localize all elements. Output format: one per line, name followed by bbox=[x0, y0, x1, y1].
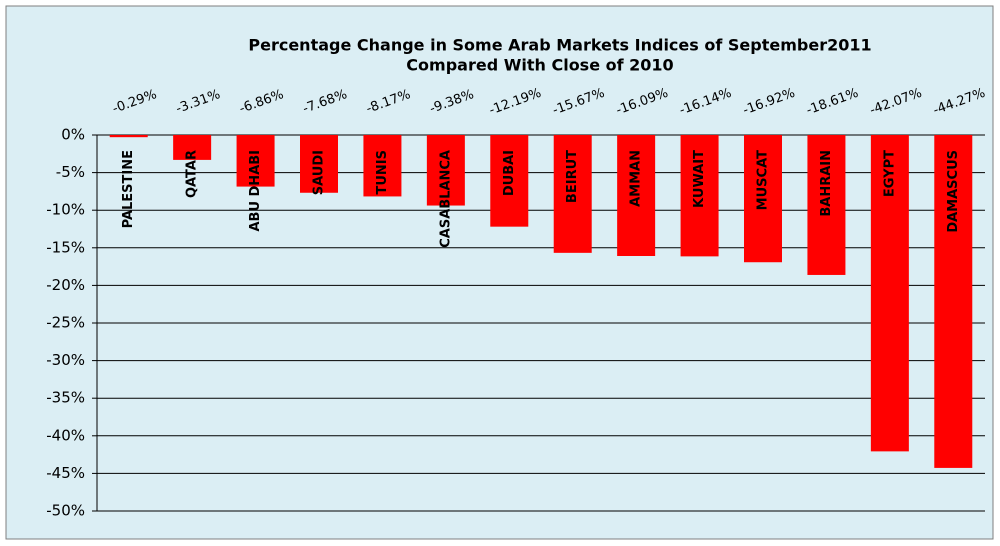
bar bbox=[744, 135, 782, 263]
y-tick-label: -25% bbox=[46, 314, 85, 332]
y-tick-label: -20% bbox=[46, 276, 85, 294]
x-tick-label: DAMASCUS bbox=[946, 150, 961, 233]
x-tick-label: MUSCAT bbox=[756, 150, 771, 210]
bar bbox=[680, 135, 719, 257]
y-tick-label: -45% bbox=[46, 464, 85, 482]
bar bbox=[300, 135, 338, 193]
bar bbox=[807, 135, 846, 275]
x-tick-label: KUWAIT bbox=[692, 150, 707, 208]
bar bbox=[870, 135, 909, 452]
x-tick-label: AMMAN bbox=[629, 150, 644, 207]
x-tick-label: EGYPT bbox=[882, 150, 897, 197]
x-tick-label: BEIRUT bbox=[565, 150, 580, 203]
bar bbox=[426, 135, 465, 206]
x-tick-label: SAUDI bbox=[312, 150, 327, 195]
bar bbox=[934, 135, 973, 468]
x-tick-label: ABU DHABI bbox=[248, 150, 263, 232]
chart-title: Percentage Change in Some Arab Markets I… bbox=[248, 36, 871, 55]
y-tick-label: -50% bbox=[46, 502, 85, 520]
x-tick-label: DUBAI bbox=[502, 150, 517, 196]
bar bbox=[363, 135, 402, 197]
y-tick-label: -30% bbox=[46, 351, 85, 369]
x-tick-label: BAHRAIN bbox=[819, 150, 834, 217]
bar bbox=[617, 135, 656, 256]
y-tick-label: -15% bbox=[46, 238, 85, 256]
bar bbox=[490, 135, 529, 227]
x-tick-label: CASABLANCA bbox=[438, 150, 453, 248]
chart-title: Compared With Close of 2010 bbox=[406, 56, 673, 75]
bar bbox=[236, 135, 275, 187]
x-tick-label: QATAR bbox=[185, 150, 200, 198]
y-tick-label: 0% bbox=[61, 126, 85, 144]
y-tick-label: -35% bbox=[46, 389, 85, 407]
y-tick-label: -40% bbox=[46, 426, 85, 444]
y-tick-label: -10% bbox=[46, 201, 85, 219]
bar bbox=[173, 135, 212, 160]
y-tick-label: -5% bbox=[56, 163, 85, 181]
x-tick-label: PALESTINE bbox=[121, 150, 136, 228]
bar bbox=[109, 135, 148, 138]
x-tick-label: TUNIS bbox=[375, 150, 390, 195]
bar bbox=[553, 135, 592, 253]
